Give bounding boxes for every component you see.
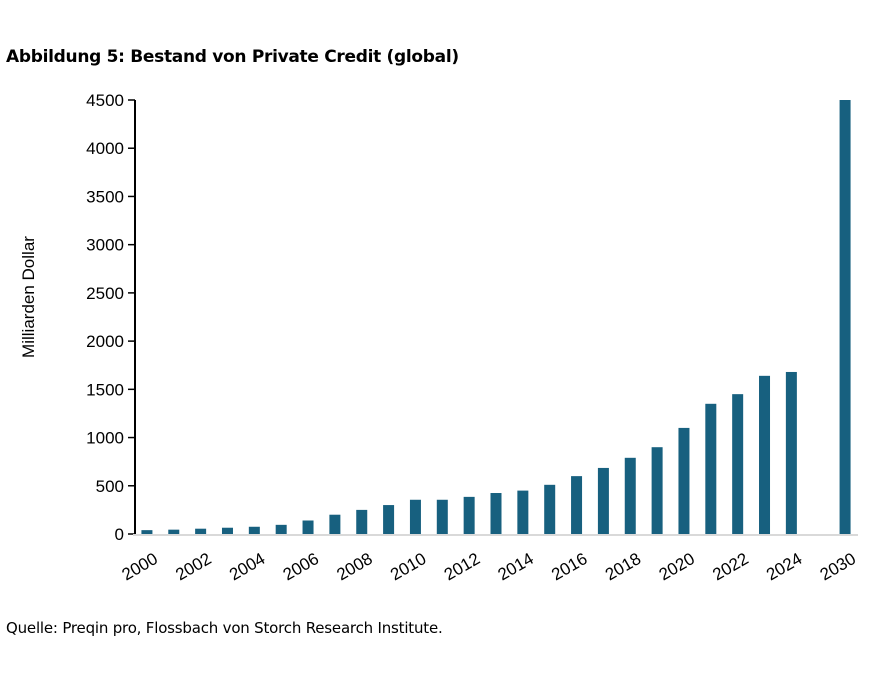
bar-2004 [248,526,260,534]
bar-2001 [168,529,180,534]
bar-2007 [329,514,341,534]
x-tick-label: 2030 [817,549,859,584]
bar-2002 [195,528,207,534]
bar-2018 [624,457,636,534]
x-tick-label: 2022 [709,549,751,584]
x-tick-label: 2012 [441,549,483,584]
bar-2017 [597,467,609,534]
bar-2012 [463,496,475,534]
bar-2016 [571,476,583,534]
x-tick-label: 2008 [333,549,375,584]
x-tick-label: 2018 [602,549,644,584]
bar-2008 [356,509,368,534]
y-tick-label: 4500 [86,91,124,110]
bar-2030 [839,100,851,534]
bar-2009 [383,505,395,534]
bar-2006 [302,520,314,534]
y-tick-label: 2000 [86,332,124,351]
bar-2020 [678,427,690,534]
x-tick-label: 2004 [226,549,268,584]
bar-2003 [221,527,233,534]
bar-2000 [141,530,153,534]
y-tick-label: 1000 [86,429,124,448]
x-tick-label: 2014 [495,549,537,584]
chart-title: Abbildung 5: Bestand von Private Credit … [6,47,459,67]
y-tick-label: 0 [115,525,124,544]
x-tick-label: 2006 [280,549,322,584]
y-tick-label: 4000 [86,139,124,158]
x-tick-label: 2016 [548,549,590,584]
bar-2005 [275,524,287,534]
source-note: Quelle: Preqin pro, Flossbach von Storch… [6,619,443,637]
x-tick-label: 2010 [387,549,429,584]
bar-2021 [705,403,717,534]
y-tick-label: 2500 [86,284,124,303]
y-tick-label: 3500 [86,187,124,206]
bar-2011 [436,499,448,534]
x-tick-label: 2020 [656,549,698,584]
bar-2015 [544,484,556,534]
y-axis-label: Milliarden Dollar [19,236,38,358]
bar-2019 [651,447,663,534]
x-tick-label: 2002 [172,549,214,584]
bar-2024 [785,371,797,534]
bar-2014 [517,490,529,534]
x-tick-label: 2024 [763,549,805,584]
bar-2022 [732,394,744,534]
x-tick-label: 2000 [119,549,161,584]
bar-2023 [759,375,771,534]
bar-2013 [490,493,502,534]
y-tick-label: 500 [96,477,124,496]
y-tick-label: 3000 [86,236,124,255]
bar-2010 [409,499,421,534]
y-tick-label: 1500 [86,380,124,399]
